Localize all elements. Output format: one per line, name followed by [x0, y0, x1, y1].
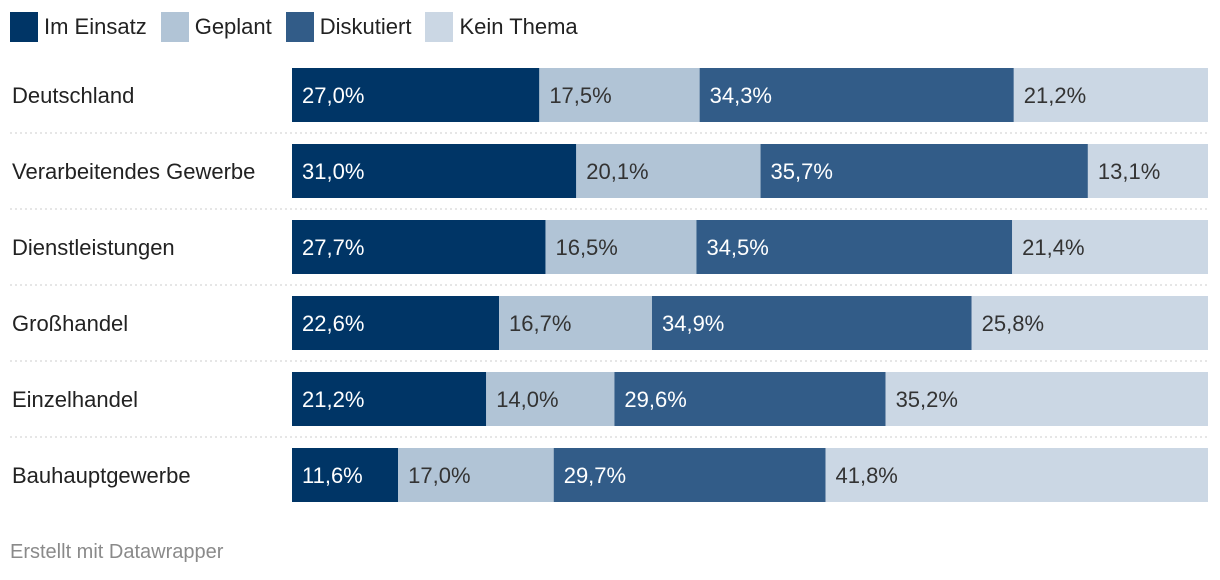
- category-label-dienstleistungen: Dienstleistungen: [12, 235, 175, 260]
- bar-verarbeitendes-gewerbe-geplant: [576, 144, 761, 198]
- bar-einzelhandel-kein-thema: [885, 372, 1208, 426]
- bar-dienstleistungen-diskutiert: [696, 220, 1013, 274]
- data-label-verarbeitendes-gewerbe-kein-thema: 13,1%: [1098, 159, 1160, 184]
- data-label-einzelhandel-im-einsatz: 21,2%: [302, 387, 364, 412]
- data-label-einzelhandel-diskutiert: 29,6%: [624, 387, 686, 412]
- category-label-bauhauptgewerbe: Bauhauptgewerbe: [12, 463, 191, 488]
- data-label-einzelhandel-kein-thema: 35,2%: [896, 387, 958, 412]
- data-label-bauhauptgewerbe-kein-thema: 41,8%: [835, 463, 897, 488]
- legend-label-kein-thema: Kein Thema: [459, 14, 578, 39]
- bar-einzelhandel-geplant: [486, 372, 615, 426]
- legend-swatch-geplant: [160, 12, 189, 42]
- data-label-verarbeitendes-gewerbe-im-einsatz: 31,0%: [302, 159, 364, 184]
- data-label-grosshandel-geplant: 16,7%: [509, 311, 571, 336]
- bar-verarbeitendes-gewerbe-im-einsatz: [292, 144, 577, 198]
- category-label-deutschland: Deutschland: [12, 83, 134, 108]
- legend-swatch-diskutiert: [285, 12, 314, 42]
- legend-swatch-kein-thema: [425, 12, 454, 42]
- bar-einzelhandel-im-einsatz: [292, 372, 487, 426]
- legend-item-geplant[interactable]: Geplant: [160, 12, 272, 42]
- data-label-deutschland-im-einsatz: 27,0%: [302, 83, 364, 108]
- data-label-dienstleistungen-kein-thema: 21,4%: [1022, 235, 1084, 260]
- category-label-verarbeitendes-gewerbe: Verarbeitendes Gewerbe: [12, 159, 255, 184]
- data-label-verarbeitendes-gewerbe-diskutiert: 35,7%: [771, 159, 833, 184]
- bar-einzelhandel-diskutiert: [614, 372, 886, 426]
- bar-grosshandel-diskutiert: [651, 296, 972, 350]
- data-label-bauhauptgewerbe-im-einsatz: 11,6%: [302, 463, 363, 488]
- data-label-dienstleistungen-geplant: 16,5%: [555, 235, 617, 260]
- data-label-bauhauptgewerbe-geplant: 17,0%: [408, 463, 470, 488]
- bar-verarbeitendes-gewerbe-diskutiert: [760, 144, 1088, 198]
- data-label-verarbeitendes-gewerbe-geplant: 20,1%: [586, 159, 648, 184]
- legend-label-im-einsatz: Im Einsatz: [44, 14, 147, 39]
- bar-bauhauptgewerbe-diskutiert: [553, 448, 826, 502]
- legend-item-diskutiert[interactable]: Diskutiert: [285, 12, 412, 42]
- bar-verarbeitendes-gewerbe-kein-thema: [1087, 144, 1208, 198]
- data-label-deutschland-kein-thema: 21,2%: [1024, 83, 1086, 108]
- data-label-bauhauptgewerbe-diskutiert: 29,7%: [564, 463, 626, 488]
- bar-grosshandel-im-einsatz: [292, 296, 500, 350]
- bar-bauhauptgewerbe-geplant: [398, 448, 554, 502]
- data-label-deutschland-geplant: 17,5%: [549, 83, 611, 108]
- bar-dienstleistungen-kein-thema: [1012, 220, 1208, 274]
- category-label-grosshandel: Großhandel: [12, 311, 128, 336]
- bar-bauhauptgewerbe-kein-thema: [825, 448, 1208, 502]
- data-label-grosshandel-im-einsatz: 22,6%: [302, 311, 364, 336]
- data-label-deutschland-diskutiert: 34,3%: [710, 83, 772, 108]
- bar-grosshandel-geplant: [499, 296, 652, 350]
- bar-bauhauptgewerbe-im-einsatz: [292, 448, 399, 502]
- data-label-dienstleistungen-diskutiert: 34,5%: [706, 235, 768, 260]
- category-label-einzelhandel: Einzelhandel: [12, 387, 138, 412]
- legend-label-diskutiert: Diskutiert: [319, 14, 412, 39]
- data-label-einzelhandel-geplant: 14,0%: [496, 387, 558, 412]
- bar-deutschland-geplant: [539, 68, 700, 122]
- datawrapper-credit: Erstellt mit Datawrapper: [10, 541, 224, 563]
- bar-dienstleistungen-geplant: [545, 220, 697, 274]
- bar-deutschland-im-einsatz: [292, 68, 540, 122]
- bar-deutschland-diskutiert: [699, 68, 1014, 122]
- data-label-grosshandel-kein-thema: 25,8%: [982, 311, 1044, 336]
- legend-swatch-im-einsatz: [10, 12, 38, 42]
- bar-grosshandel-kein-thema: [971, 296, 1208, 350]
- legend: Im Einsatz Geplant Diskutiert Kein Thema: [10, 11, 592, 43]
- legend-label-geplant: Geplant: [194, 14, 272, 39]
- legend-item-im-einsatz[interactable]: Im Einsatz: [10, 12, 147, 42]
- data-label-dienstleistungen-im-einsatz: 27,7%: [302, 235, 364, 260]
- bar-deutschland-kein-thema: [1013, 68, 1208, 122]
- data-label-grosshandel-diskutiert: 34,9%: [662, 311, 724, 336]
- bar-dienstleistungen-im-einsatz: [292, 220, 546, 274]
- stacked-bar-chart: Deutschland 27,0% 17,5% 34,3% 21,2% Verarbeit…: [10, 68, 1208, 502]
- legend-item-kein-thema[interactable]: Kein Thema: [425, 12, 578, 42]
